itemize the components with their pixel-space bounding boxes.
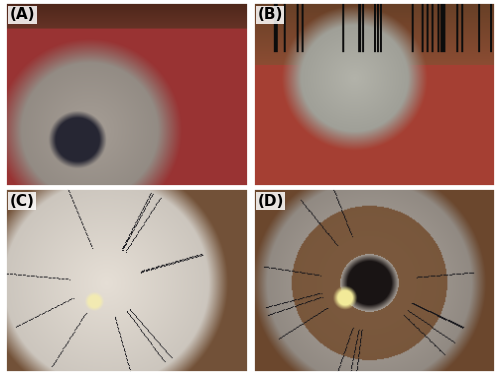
Text: (A): (A) — [10, 8, 36, 23]
Text: (B): (B) — [258, 8, 282, 23]
Text: (D): (D) — [258, 194, 283, 209]
Text: (C): (C) — [10, 194, 34, 209]
